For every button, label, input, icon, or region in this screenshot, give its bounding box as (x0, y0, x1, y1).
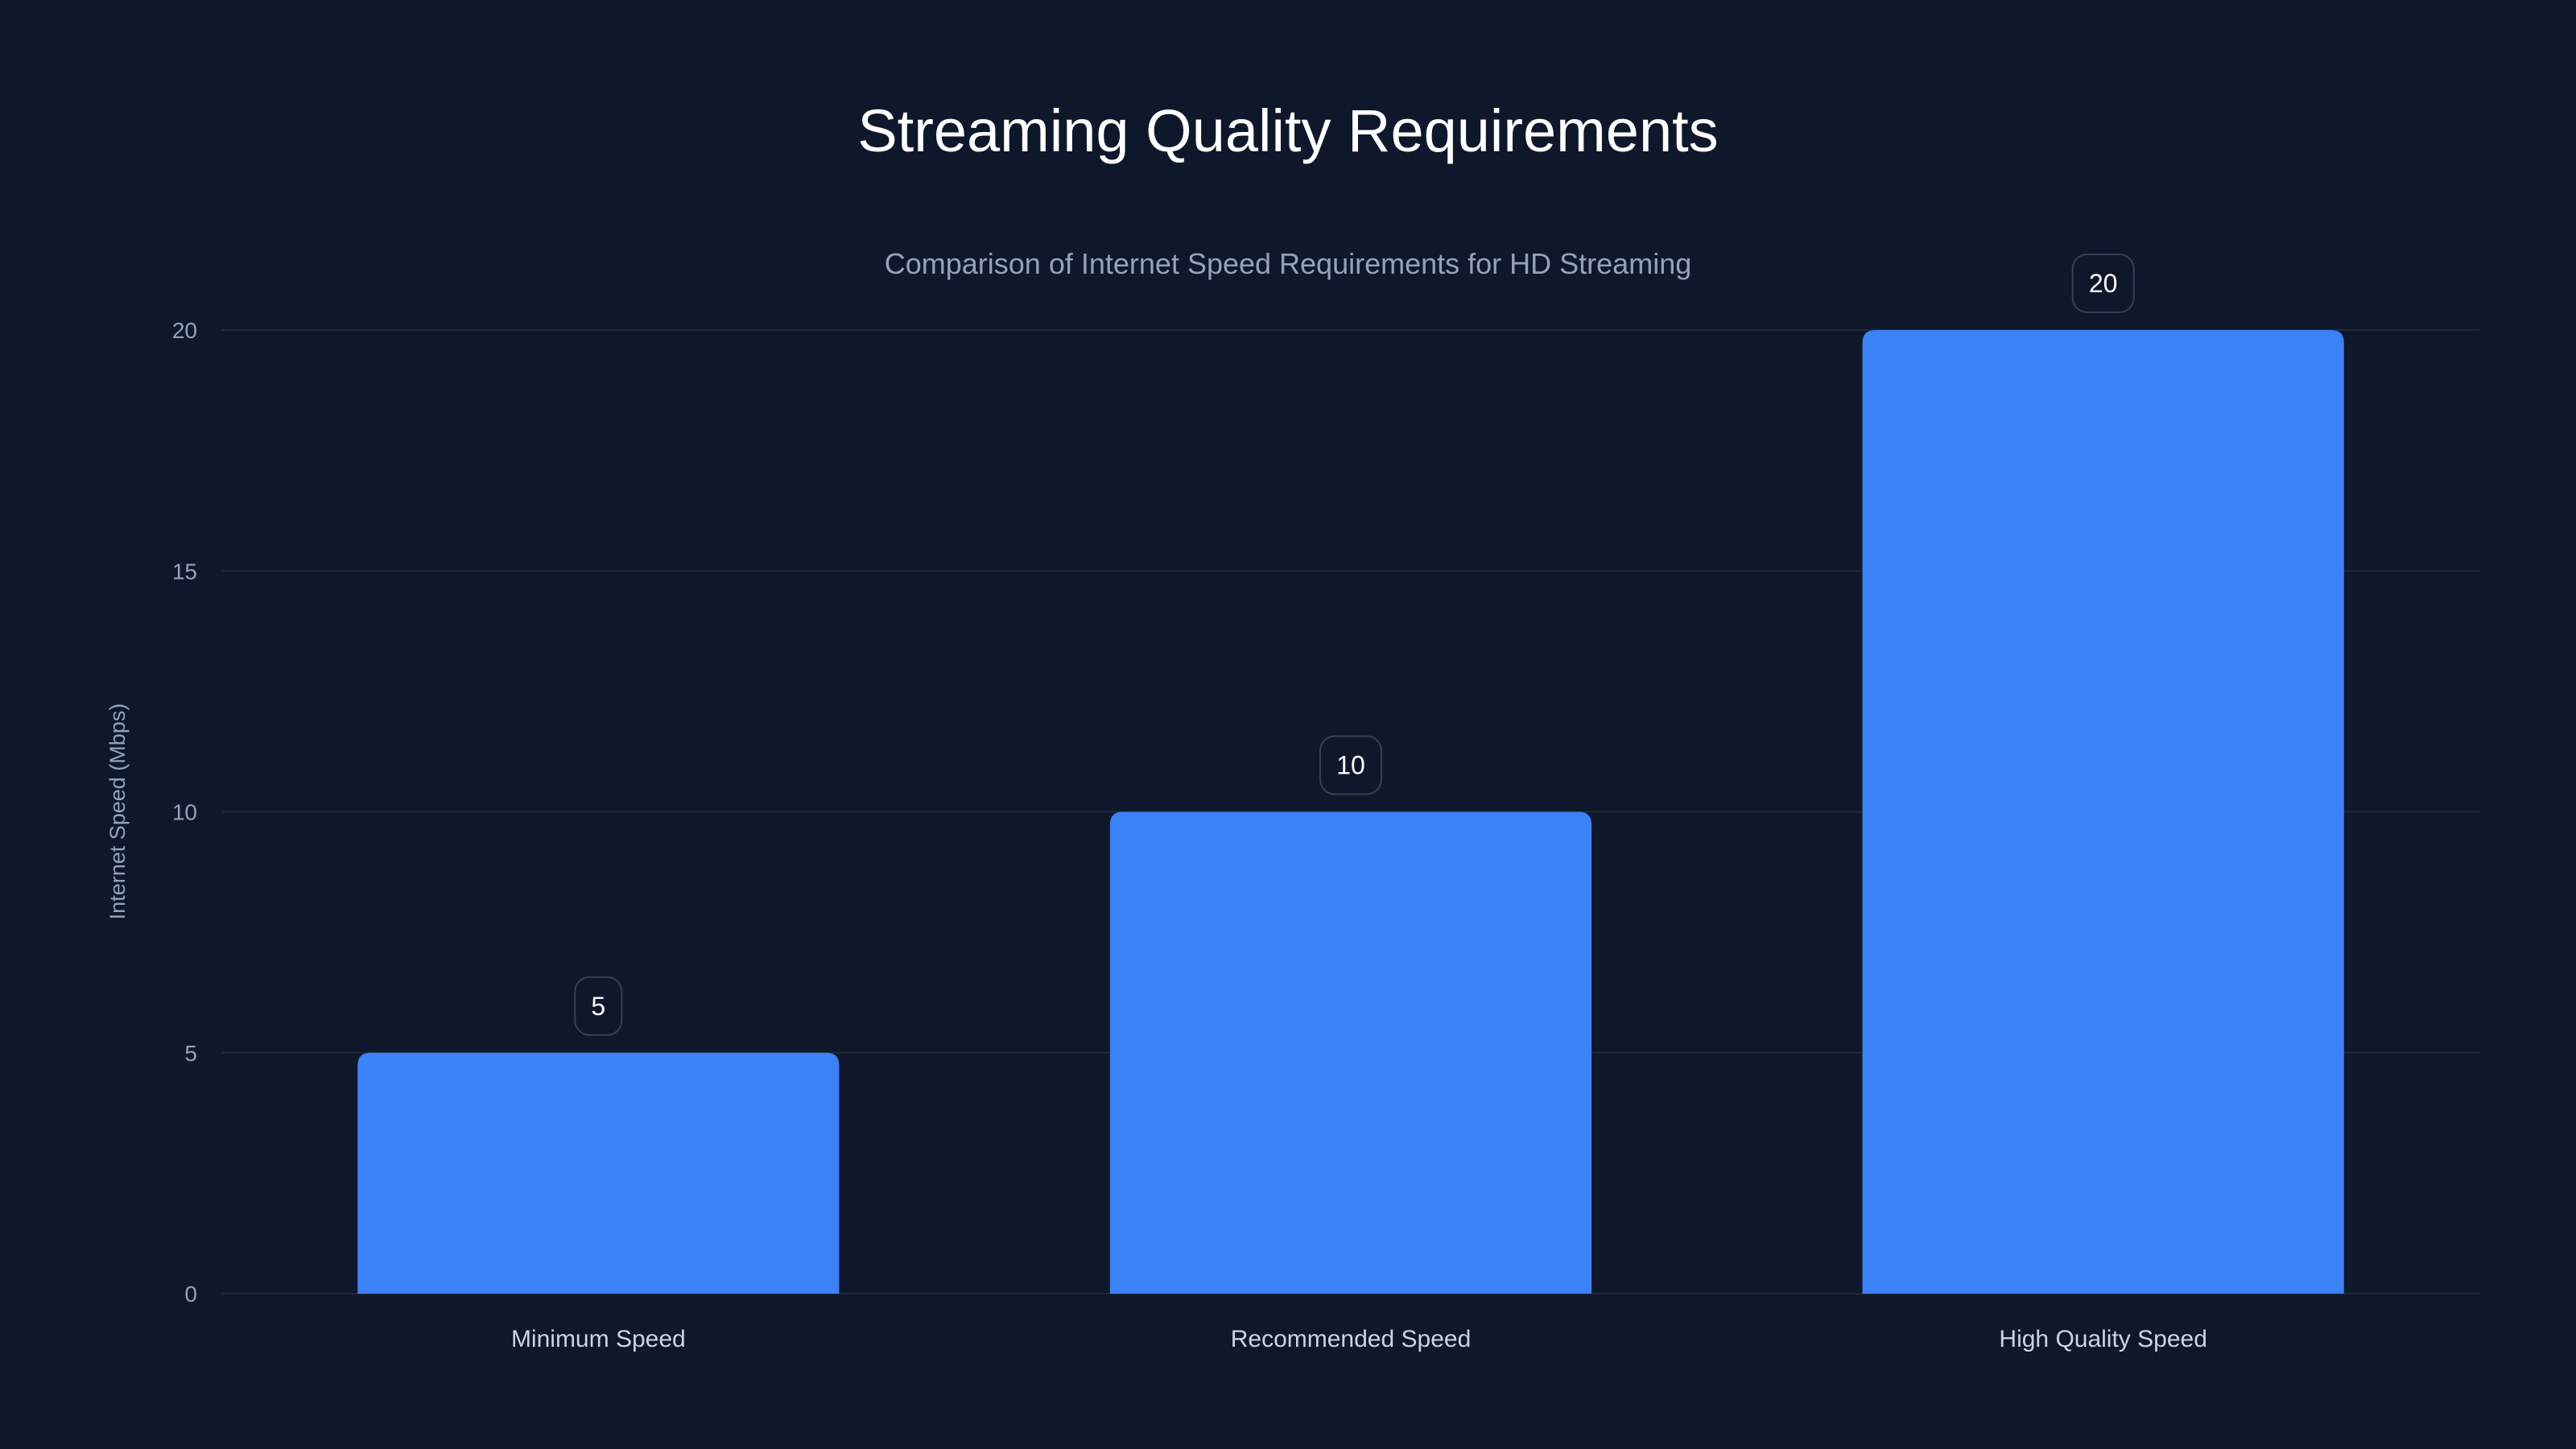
chart-title: Streaming Quality Requirements (857, 97, 1718, 164)
data-labels: 5 10 20 (574, 254, 2135, 1036)
data-label-box (574, 976, 623, 1036)
data-label-box (2071, 254, 2135, 313)
y-tick-label: 20 (172, 318, 197, 343)
y-axis-label: Internet Speed (Mbps) (105, 704, 130, 920)
chart-subtitle: Comparison of Internet Speed Requirement… (885, 247, 1691, 280)
bar (1109, 811, 1592, 1294)
y-tick-label: 0 (184, 1282, 197, 1307)
y-tick-label: 5 (184, 1041, 197, 1066)
y-tick-label: 15 (172, 559, 197, 584)
data-label: 20 (2089, 269, 2118, 298)
bar (357, 1052, 840, 1294)
x-tick-label: Recommended Speed (1231, 1326, 1472, 1352)
bars (357, 330, 2344, 1294)
data-label: 10 (1336, 751, 1365, 780)
x-tick-label: Minimum Speed (511, 1326, 686, 1352)
x-tick-label: High Quality Speed (1999, 1326, 2207, 1352)
data-label-box (1319, 735, 1382, 795)
x-axis-ticks: Minimum Speed Recommended Speed High Quali… (511, 1326, 2207, 1352)
bar (1862, 330, 2344, 1294)
y-tick-label: 10 (172, 800, 197, 825)
data-label: 5 (591, 992, 605, 1021)
